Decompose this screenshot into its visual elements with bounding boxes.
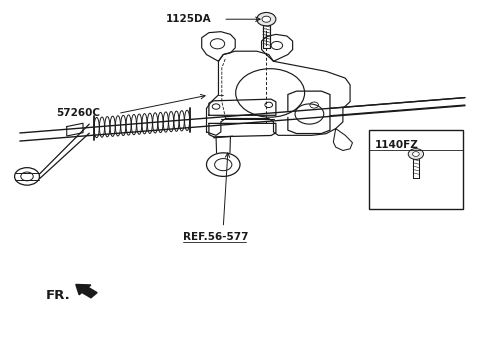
Circle shape xyxy=(257,13,276,26)
Text: REF.56-577: REF.56-577 xyxy=(182,232,248,242)
Text: 1125DA: 1125DA xyxy=(166,14,212,24)
Circle shape xyxy=(412,152,419,156)
Text: 57260C: 57260C xyxy=(56,108,100,118)
Text: 1140FZ: 1140FZ xyxy=(375,140,419,150)
FancyArrow shape xyxy=(76,285,97,298)
Circle shape xyxy=(408,149,423,160)
Circle shape xyxy=(262,16,271,22)
Bar xyxy=(369,130,463,210)
Text: FR.: FR. xyxy=(46,289,71,302)
